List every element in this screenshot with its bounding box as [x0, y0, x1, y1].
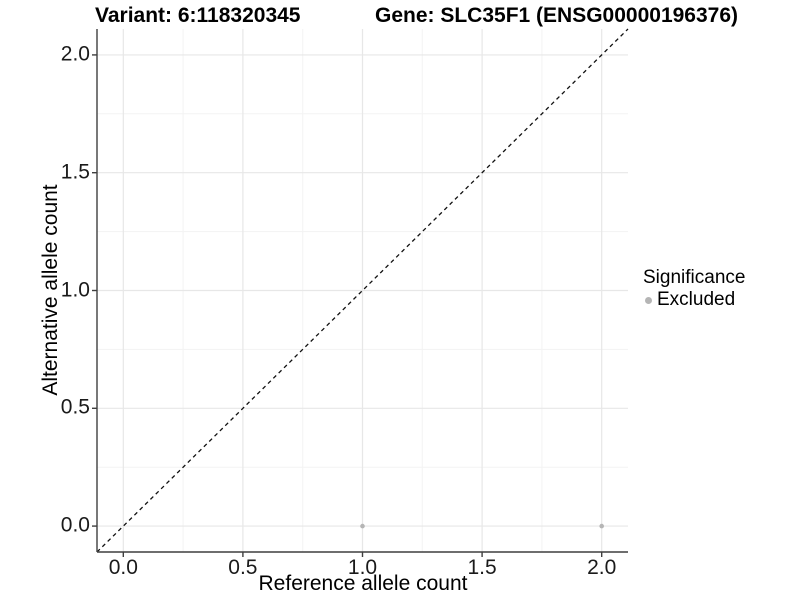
x-tick-label: 0.5 [228, 556, 258, 579]
y-tick-label: 2.0 [60, 42, 90, 66]
x-tick-label: 2.0 [587, 556, 617, 579]
x-tick-label: 1.0 [347, 556, 378, 579]
x-tick-label: 0.0 [108, 556, 138, 579]
point-marker-icon [645, 296, 652, 304]
x-tick-label: 1.5 [467, 556, 497, 579]
y-tick-label: 0.0 [60, 513, 90, 537]
data-point [360, 523, 365, 529]
plot-title-gene: Gene: SLC35F1 (ENSG00000196376) [375, 4, 739, 27]
legend: Significance Excluded [643, 267, 745, 311]
x-axis-title: Reference allele count [258, 572, 468, 595]
legend-item-label: Excluded [657, 289, 736, 310]
plot-title-variant: Variant: 6:118320345 [95, 4, 301, 27]
y-tick-label: 0.5 [60, 395, 90, 419]
y-axis-title: Alternative allele count [39, 184, 62, 396]
y-tick-label: 1.0 [60, 278, 90, 302]
data-point [599, 523, 604, 529]
legend-title: Significance [643, 267, 746, 288]
legend-item-excluded: Excluded [643, 289, 745, 311]
y-tick-label: 1.5 [60, 160, 90, 184]
